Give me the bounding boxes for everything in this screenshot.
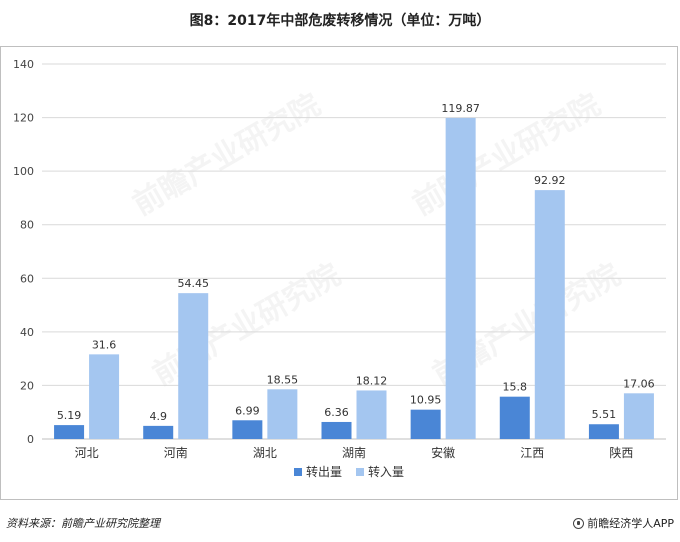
data-label: 18.55 — [267, 373, 299, 386]
legend-label: 转出量 — [306, 464, 342, 479]
x-tick-label: 安徽 — [431, 445, 455, 460]
bar-in — [356, 390, 387, 439]
data-label: 92.92 — [534, 174, 566, 187]
legend-swatch — [356, 468, 364, 476]
bar-in — [89, 354, 120, 439]
x-tick-label: 河北 — [75, 446, 99, 460]
data-label: 17.06 — [623, 377, 655, 390]
data-label: 54.45 — [177, 277, 209, 290]
data-label: 4.9 — [149, 410, 167, 423]
data-label: 6.36 — [324, 406, 349, 419]
bar-in — [267, 389, 298, 439]
x-tick-label: 河南 — [164, 445, 188, 460]
data-label: 18.12 — [356, 374, 388, 387]
bar-out — [232, 420, 263, 439]
source-note: 资料来源：前瞻产业研究院整理 — [6, 517, 160, 530]
bar-in — [623, 393, 654, 439]
y-tick-label: 20 — [20, 379, 34, 392]
data-label: 31.6 — [92, 338, 117, 351]
data-label: 119.87 — [441, 102, 480, 115]
x-tick-label: 陕西 — [609, 445, 633, 460]
x-tick-label: 江西 — [520, 446, 544, 460]
brand-label: 前瞻经济学人APP — [587, 517, 674, 530]
y-tick-label: 40 — [20, 326, 34, 339]
y-tick-label: 100 — [13, 165, 34, 178]
chart-frame — [0, 46, 678, 500]
bar-out — [321, 421, 352, 439]
x-tick-label: 湖北 — [253, 445, 277, 460]
data-label: 10.95 — [410, 394, 442, 407]
bar-in — [178, 293, 209, 439]
bar-chart: 0 20 40 60 80 100 120 140 5.19 31.6 河北 4.9 54.45 河南 6.… — [13, 58, 666, 479]
data-label: 5.51 — [592, 408, 617, 421]
bar-out — [588, 424, 619, 439]
y-tick-label: 60 — [20, 272, 34, 285]
bar-out — [54, 425, 85, 439]
brand-logo-icon — [573, 517, 585, 529]
bar-in — [534, 190, 565, 439]
data-label: 15.8 — [503, 381, 528, 394]
y-tick-label: 80 — [20, 219, 34, 232]
data-label: 5.19 — [57, 409, 82, 422]
y-tick-label: 140 — [13, 58, 34, 71]
x-tick-label: 湖南 — [342, 445, 366, 460]
bar-out — [410, 409, 441, 439]
data-label: 6.99 — [235, 404, 260, 417]
brand-credit: 前瞻经济学人APP — [573, 515, 674, 531]
chart-title: 图8：2017年中部危废转移情况（单位：万吨） — [189, 13, 491, 29]
bar-in — [445, 117, 476, 439]
y-tick-label: 120 — [13, 112, 34, 125]
legend-label: 转入量 — [368, 464, 404, 479]
legend-swatch — [294, 468, 302, 476]
bar-out — [499, 396, 530, 439]
bar-out — [143, 425, 174, 439]
y-tick-label: 0 — [27, 433, 34, 446]
